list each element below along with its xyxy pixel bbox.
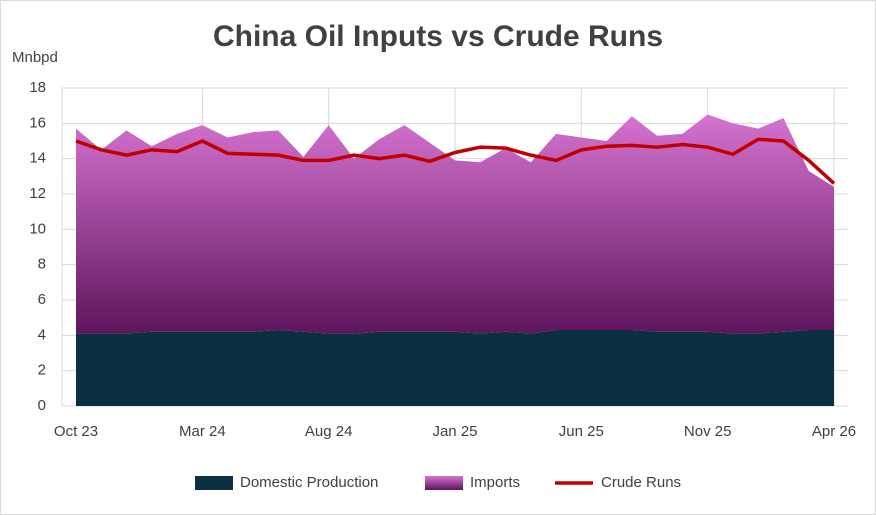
x-tick-label: Aug 24 [305, 423, 353, 440]
y-tick-label: 16 [29, 114, 46, 131]
y-axis-label: Mnbpd [12, 49, 58, 66]
x-tick-label: Apr 26 [812, 423, 856, 440]
chart-title: China Oil Inputs vs Crude Runs [213, 20, 663, 53]
y-tick-label: 8 [38, 256, 46, 273]
y-tick-label: 6 [38, 291, 46, 308]
y-tick-label: 2 [38, 362, 46, 379]
y-tick-label: 18 [29, 79, 46, 96]
x-tick-label: Jun 25 [559, 423, 604, 440]
y-tick-label: 12 [29, 185, 46, 202]
legend-label: Imports [470, 474, 520, 491]
x-tick-label: Oct 23 [54, 423, 98, 440]
y-tick-label: 10 [29, 220, 46, 237]
y-tick-label: 14 [29, 150, 46, 167]
x-tick-label: Jan 25 [432, 423, 477, 440]
legend-swatch [195, 476, 233, 490]
y-tick-label: 4 [38, 326, 46, 343]
x-tick-label: Nov 25 [684, 423, 732, 440]
legend-label: Crude Runs [601, 474, 681, 491]
legend-label: Domestic Production [240, 474, 378, 491]
x-tick-label: Mar 24 [179, 423, 226, 440]
line [75, 137, 836, 185]
area [76, 114, 834, 334]
legend-swatch [425, 476, 463, 490]
y-tick-label: 0 [38, 397, 46, 414]
area [76, 330, 834, 406]
